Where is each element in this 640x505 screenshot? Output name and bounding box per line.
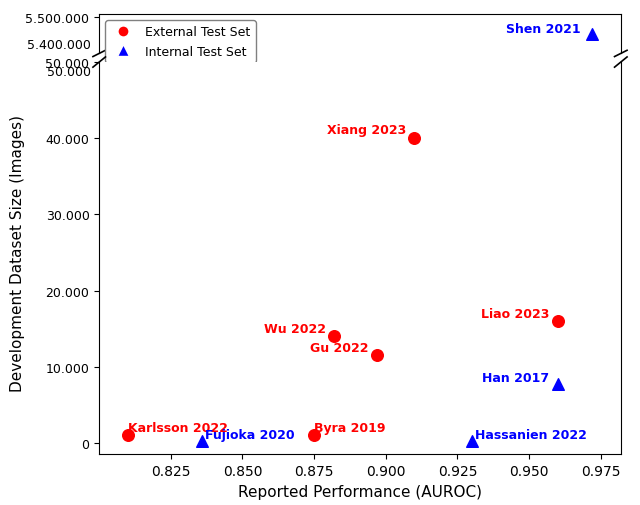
Text: Hassanien 2022: Hassanien 2022 — [475, 428, 586, 441]
Point — [410, 135, 420, 143]
Text: Byra 2019: Byra 2019 — [314, 421, 386, 434]
Text: Development Dataset Size (Images): Development Dataset Size (Images) — [10, 114, 24, 391]
Point — [587, 31, 597, 39]
Text: Karlsson 2022: Karlsson 2022 — [128, 421, 228, 434]
Point — [329, 333, 339, 341]
Point — [372, 351, 382, 360]
Legend: External Test Set, Internal Test Set: External Test Set, Internal Test Set — [106, 21, 256, 64]
Point — [467, 437, 477, 445]
Text: Gu 2022: Gu 2022 — [310, 341, 369, 354]
Text: Fujioka 2020: Fujioka 2020 — [205, 428, 295, 441]
Text: 50.000: 50.000 — [47, 66, 91, 79]
Point — [197, 437, 207, 445]
Point — [123, 431, 133, 439]
Point — [309, 431, 319, 439]
X-axis label: Reported Performance (AUROC): Reported Performance (AUROC) — [238, 484, 482, 499]
Text: Liao 2023: Liao 2023 — [481, 307, 549, 320]
Text: Shen 2021: Shen 2021 — [506, 23, 580, 36]
Text: Wu 2022: Wu 2022 — [264, 322, 326, 335]
Point — [552, 318, 563, 326]
Text: 5.400.000: 5.400.000 — [27, 39, 91, 52]
Text: Han 2017: Han 2017 — [482, 371, 549, 384]
Text: Xiang 2023: Xiang 2023 — [326, 124, 406, 137]
Point — [552, 380, 563, 388]
